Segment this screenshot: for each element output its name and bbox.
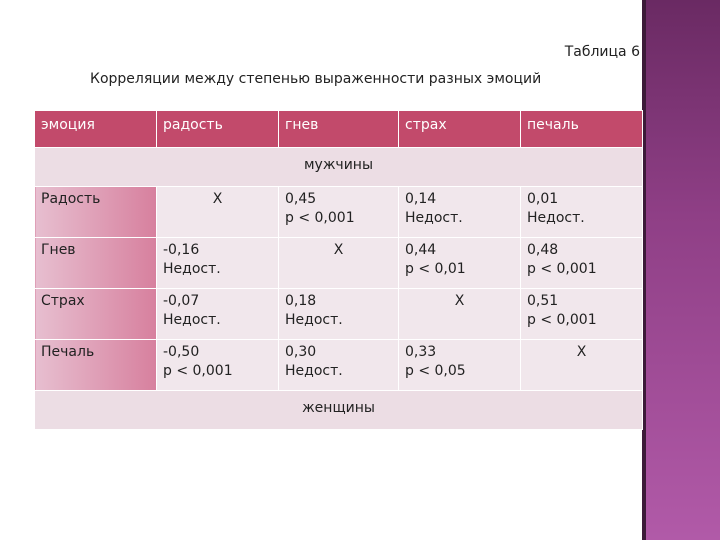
group-row-women: женщины (34, 390, 643, 430)
table-cell: 0,45 p < 0,001 (278, 186, 399, 238)
row-label: Печаль (34, 339, 157, 391)
table-caption: Корреляции между степенью выраженности р… (90, 71, 542, 87)
table-number: Таблица 6 (564, 44, 640, 60)
header-sadness: печаль (520, 110, 643, 148)
group-label-women: женщины (34, 390, 643, 430)
table-row-sadness: Печаль -0,50 p < 0,001 0,30 Недост. 0,33 p … (34, 339, 643, 391)
header-joy: радость (156, 110, 279, 148)
header-emotion: эмоция (34, 110, 157, 148)
table-cell: X (398, 288, 521, 340)
table-cell: 0,01 Недост. (520, 186, 643, 238)
table-cell: X (520, 339, 643, 391)
table-cell: 0,30 Недост. (278, 339, 399, 391)
header-fear: страх (398, 110, 521, 148)
table-row-anger: Гнев -0,16 Недост. X 0,44 p < 0,01 0,48 p <… (34, 237, 643, 289)
table-cell: 0,44 p < 0,01 (398, 237, 521, 289)
table-cell: 0,48 p < 0,001 (520, 237, 643, 289)
row-label: Страх (34, 288, 157, 340)
group-label-men: мужчины (34, 147, 643, 187)
table-cell: -0,07 Недост. (156, 288, 279, 340)
correlation-table: эмоция радость гнев страх печаль мужчины… (34, 110, 643, 430)
table-row-joy: Радость X 0,45 p < 0,001 0,14 Недост. 0,01… (34, 186, 643, 238)
header-anger: гнев (278, 110, 399, 148)
table-cell: 0,33 p < 0,05 (398, 339, 521, 391)
decorative-side-band (642, 0, 720, 540)
table-cell: X (278, 237, 399, 289)
table-cell: -0,50 p < 0,001 (156, 339, 279, 391)
table-row-fear: Страх -0,07 Недост. 0,18 Недост. X 0,51 p <… (34, 288, 643, 340)
group-row-men: мужчины (34, 147, 643, 187)
row-label: Радость (34, 186, 157, 238)
row-label: Гнев (34, 237, 157, 289)
table-cell: X (156, 186, 279, 238)
table-cell: 0,51 p < 0,001 (520, 288, 643, 340)
table-cell: 0,18 Недост. (278, 288, 399, 340)
table-cell: -0,16 Недост. (156, 237, 279, 289)
table-cell: 0,14 Недост. (398, 186, 521, 238)
header-row: эмоция радость гнев страх печаль (34, 110, 643, 148)
